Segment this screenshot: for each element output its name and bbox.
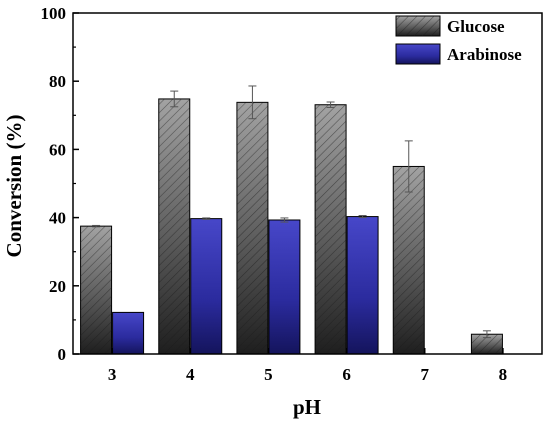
y-tick-label: 100: [41, 4, 67, 23]
bars-layer: [80, 98, 503, 355]
plot-frame: [72, 12, 543, 355]
bar-arabinose: [268, 219, 301, 355]
x-tick-label: 6: [342, 365, 351, 384]
x-tick-label: 7: [421, 365, 430, 384]
legend-label-glucose: Glucose: [447, 17, 505, 36]
bar-arabinose: [346, 216, 379, 355]
y-tick-label: 20: [49, 277, 66, 296]
x-axis: 3 4 5 6 7 8: [108, 348, 507, 384]
x-axis-label: pH: [293, 395, 321, 419]
bar-arabinose: [190, 218, 223, 355]
y-axis: 0 20 40 60 80 100: [41, 4, 79, 364]
legend: Glucose Arabinose: [395, 15, 522, 65]
y-tick-label: 80: [49, 72, 66, 91]
x-tick-label: 3: [108, 365, 117, 384]
bar-hatch-glucose: [80, 226, 112, 354]
bar-hatch-glucose: [158, 98, 190, 354]
x-tick-label: 8: [499, 365, 508, 384]
y-axis-label: Conversion (%): [2, 115, 26, 258]
bar-hatch-glucose: [315, 104, 347, 354]
bar-arabinose: [112, 311, 145, 355]
y-tick-label: 0: [58, 345, 67, 364]
bar-hatch-glucose: [393, 166, 425, 354]
error-bars-layer: [92, 85, 491, 339]
bar-hatch-glucose: [471, 334, 503, 354]
y-tick-label: 60: [49, 140, 66, 159]
bar-hatch-glucose: [236, 102, 268, 354]
x-tick-label: 5: [264, 365, 273, 384]
y-tick-label: 40: [49, 209, 66, 228]
legend-swatch-arabinose: [395, 43, 441, 65]
x-tick-label: 4: [186, 365, 195, 384]
legend-label-arabinose: Arabinose: [447, 45, 522, 64]
legend-swatch-glucose-hatch: [396, 16, 440, 36]
